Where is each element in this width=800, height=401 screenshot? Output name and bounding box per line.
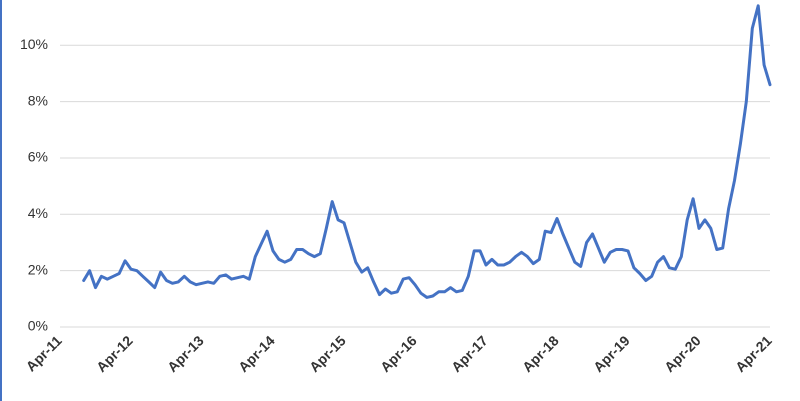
y-tick-label: 2%: [28, 261, 48, 277]
y-tick-label: 4%: [28, 205, 48, 221]
y-tick-label: 0%: [28, 318, 48, 334]
y-tick-label: 6%: [28, 149, 48, 165]
y-tick-label: 10%: [20, 36, 48, 52]
y-tick-label: 8%: [28, 92, 48, 108]
line-series: [82, 4, 772, 299]
